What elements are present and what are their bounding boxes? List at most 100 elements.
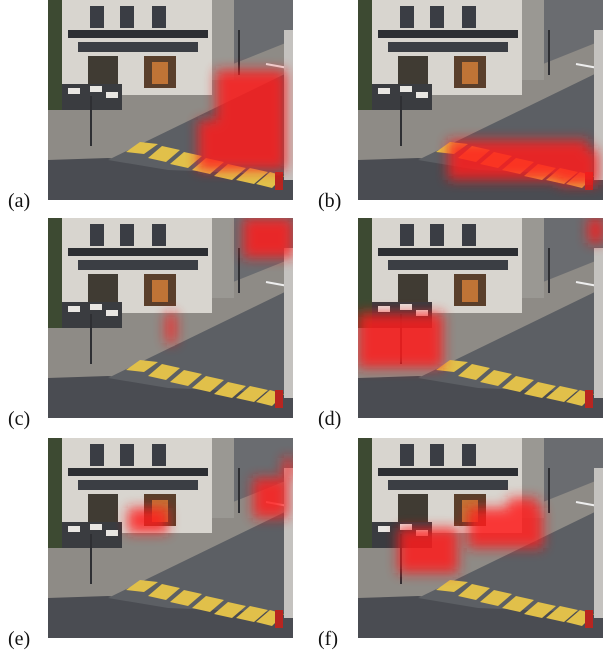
heat-region bbox=[166, 313, 176, 343]
heat-region bbox=[588, 218, 603, 243]
window bbox=[120, 224, 134, 246]
cafe-table bbox=[106, 310, 118, 316]
window bbox=[400, 6, 414, 28]
heatmap-overlay bbox=[166, 218, 293, 343]
heat-region bbox=[128, 508, 168, 533]
heat-region bbox=[358, 313, 443, 368]
panel-f bbox=[358, 438, 603, 638]
building-side bbox=[212, 218, 234, 298]
pole-far bbox=[548, 248, 550, 293]
sign-pole bbox=[90, 314, 92, 364]
building-side bbox=[522, 0, 544, 80]
tree-left bbox=[48, 438, 62, 548]
tree-left bbox=[358, 218, 372, 328]
window bbox=[90, 6, 104, 28]
window bbox=[430, 224, 444, 246]
cafe-table bbox=[400, 524, 412, 530]
shop-window bbox=[88, 274, 118, 306]
pole-far bbox=[238, 30, 240, 75]
shop-window bbox=[398, 274, 428, 306]
window bbox=[152, 6, 166, 28]
cafe-table bbox=[90, 86, 102, 92]
window bbox=[430, 6, 444, 28]
shop-sign-band bbox=[78, 480, 198, 490]
heat-region bbox=[283, 458, 293, 478]
window bbox=[120, 6, 134, 28]
street-scene-f bbox=[358, 438, 603, 638]
foreground-shadow bbox=[48, 596, 293, 638]
shop-window bbox=[398, 56, 428, 88]
building-side bbox=[212, 0, 234, 80]
shop-window bbox=[88, 494, 118, 526]
shop-window bbox=[398, 494, 428, 526]
shop-window-glow bbox=[462, 62, 478, 84]
street-scene-c bbox=[48, 218, 293, 418]
sign-pole bbox=[90, 534, 92, 584]
heat-region bbox=[398, 528, 458, 573]
cafe-table bbox=[400, 86, 412, 92]
tree-left bbox=[358, 0, 372, 110]
heatmap-overlay bbox=[358, 218, 603, 368]
road bbox=[418, 508, 603, 613]
heatmap-overlay bbox=[128, 458, 293, 533]
street-scene-b bbox=[358, 0, 603, 200]
shop-sign-band bbox=[388, 42, 508, 52]
caption-f: (f) bbox=[318, 628, 338, 650]
shop-sign-band bbox=[388, 480, 508, 490]
window bbox=[90, 224, 104, 246]
window bbox=[90, 444, 104, 466]
crosswalk bbox=[126, 360, 284, 406]
pole-far bbox=[238, 468, 240, 513]
panel-d bbox=[358, 218, 603, 418]
road bbox=[418, 288, 603, 393]
balcony bbox=[378, 30, 518, 38]
cafe-table bbox=[68, 306, 80, 312]
heat-region bbox=[243, 218, 293, 258]
balcony bbox=[68, 468, 208, 476]
sign-pole bbox=[400, 96, 402, 146]
crosswalk bbox=[436, 580, 594, 626]
pole-far bbox=[548, 468, 550, 513]
heat-region bbox=[253, 478, 288, 518]
caption-c: (c) bbox=[8, 408, 31, 430]
pole-far bbox=[238, 248, 240, 293]
shop-sign-band bbox=[78, 260, 198, 270]
shop-window-glow bbox=[152, 280, 168, 302]
caption-b: (b) bbox=[318, 190, 342, 212]
balcony bbox=[68, 248, 208, 256]
right-wall bbox=[594, 468, 603, 618]
balcony bbox=[378, 468, 518, 476]
cafe-table bbox=[378, 306, 390, 312]
window bbox=[400, 224, 414, 246]
cafe-table bbox=[378, 526, 390, 532]
heatmap-overlay bbox=[198, 70, 286, 170]
panel-c bbox=[48, 218, 293, 418]
foreground-shadow bbox=[358, 596, 603, 638]
cafe-table bbox=[378, 88, 390, 94]
pole-far bbox=[548, 30, 550, 75]
building-side bbox=[522, 218, 544, 298]
window bbox=[152, 224, 166, 246]
building-side bbox=[212, 438, 234, 518]
tree-left bbox=[48, 218, 62, 328]
crosswalk bbox=[126, 580, 284, 626]
caption-e: (e) bbox=[8, 628, 31, 650]
panel-a bbox=[48, 0, 293, 200]
panel-b bbox=[358, 0, 603, 200]
window bbox=[120, 444, 134, 466]
heatmap-overlay bbox=[398, 498, 543, 573]
caption-d: (d) bbox=[318, 408, 342, 430]
panel-e bbox=[48, 438, 293, 638]
window bbox=[462, 224, 476, 246]
right-wall bbox=[594, 30, 603, 180]
cafe-table bbox=[416, 92, 428, 98]
right-wall bbox=[284, 468, 293, 618]
cafe-table bbox=[68, 88, 80, 94]
cafe-table bbox=[90, 304, 102, 310]
right-wall bbox=[594, 248, 603, 398]
window bbox=[462, 444, 476, 466]
foreground-shadow bbox=[48, 376, 293, 418]
foreground-shadow bbox=[48, 158, 293, 200]
right-wall bbox=[284, 30, 293, 180]
street-scene-a bbox=[48, 0, 293, 200]
